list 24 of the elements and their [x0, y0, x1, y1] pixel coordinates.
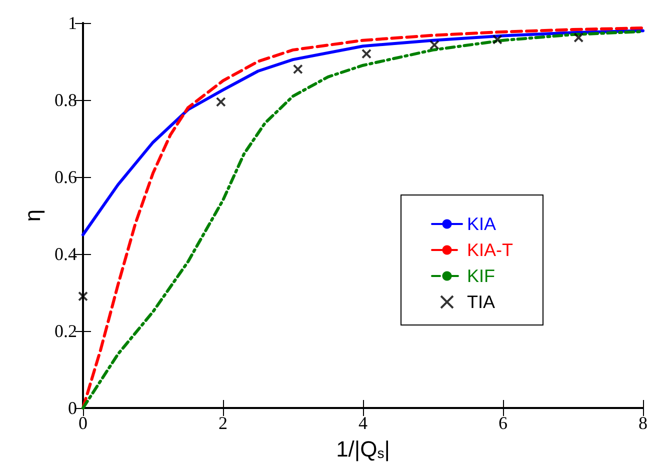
point — [78, 291, 88, 302]
x-axis-title: 1/|Qs| — [336, 436, 390, 462]
x-tick-label: 8 — [638, 413, 648, 433]
legend-label: TIA — [467, 292, 496, 312]
line-series — [82, 29, 644, 236]
point — [574, 32, 584, 43]
y-tick-label: 0.4 — [54, 244, 77, 264]
point — [362, 48, 372, 59]
point — [492, 34, 502, 45]
x-tick-label: 2 — [218, 413, 228, 433]
y-tick-label: 1 — [68, 13, 77, 33]
legend-label: KIA-T — [467, 240, 514, 260]
y-axis-title: η — [20, 209, 46, 222]
point — [216, 96, 226, 107]
y-tick-label: 0.6 — [54, 167, 77, 187]
point — [292, 64, 303, 74]
legend-label: KIA — [467, 214, 496, 234]
y-tick-label: 0 — [68, 398, 77, 418]
x-tick-label: 6 — [498, 413, 508, 433]
legend-label: KIF — [467, 266, 496, 286]
y-tick-label: 0.2 — [54, 321, 77, 341]
x-tick-label: 4 — [358, 413, 368, 433]
y-tick-label: 0.8 — [54, 90, 77, 110]
point — [429, 40, 440, 50]
